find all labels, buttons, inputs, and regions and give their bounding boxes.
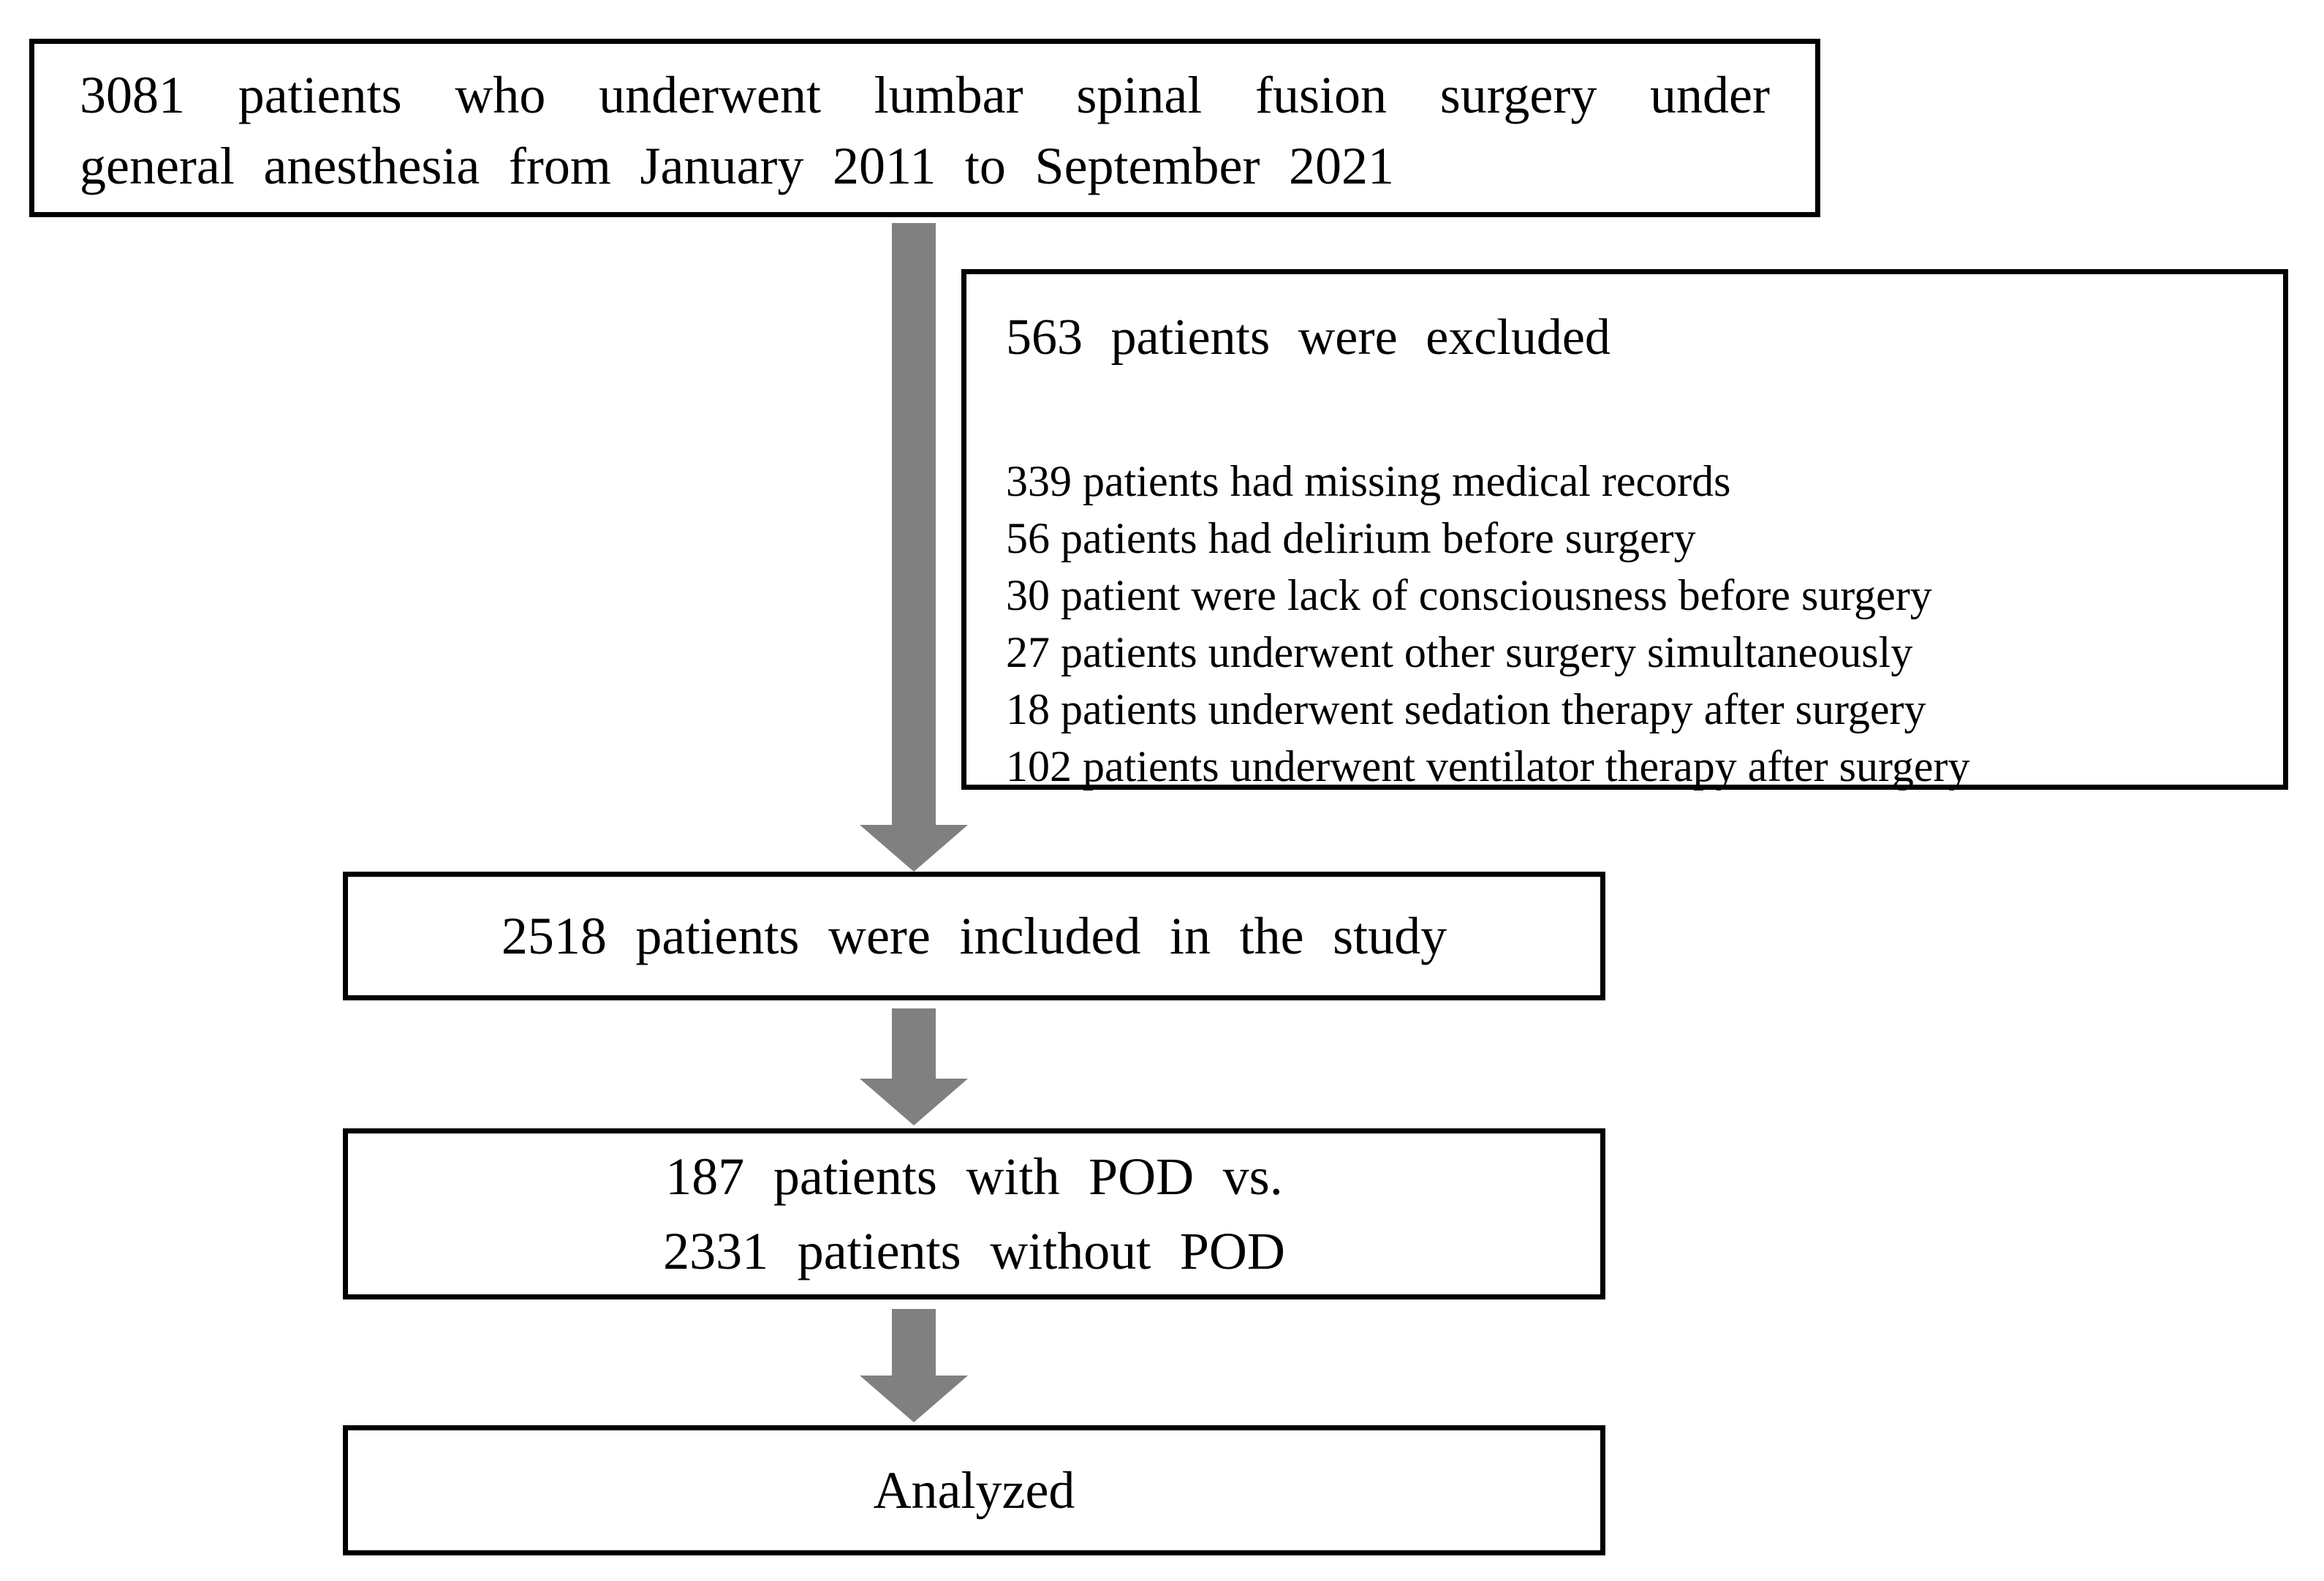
arrow-head-icon xyxy=(860,1376,968,1422)
enrollment-box: 3081 patients who underwent lumbar spina… xyxy=(29,39,1820,217)
exclusion-item: 30 patient were lack of consciousness be… xyxy=(1006,571,1932,619)
comparison-text-line1: 187 patients with POD vs. xyxy=(665,1147,1283,1206)
arrow-comparison-to-analyzed xyxy=(860,1309,968,1422)
exclusion-item: 27 patients underwent other surgery simu… xyxy=(1006,628,1913,676)
exclusion-item: 18 patients underwent sedation therapy a… xyxy=(1006,685,1926,733)
enrollment-text-line2: general anesthesia from January 2011 to … xyxy=(80,137,1395,195)
exclusion-item: 56 patients had delirium before surgery xyxy=(1006,514,1696,562)
enrollment-text-line1: 3081 patients who underwent lumbar spina… xyxy=(80,66,1770,124)
analyzed-box: Analyzed xyxy=(343,1425,1605,1555)
analyzed-text: Analyzed xyxy=(873,1460,1075,1520)
arrow-head-icon xyxy=(860,825,968,872)
included-text: 2518 patients were included in the study xyxy=(501,906,1447,965)
arrow-head-icon xyxy=(860,1079,968,1125)
exclusion-title: 563 patients were excluded xyxy=(1006,309,1610,366)
exclusion-list: 339 patients had missing medical records… xyxy=(1006,453,2254,795)
arrow-shaft xyxy=(892,223,936,825)
comparison-box: 187 patients with POD vs. 2331 patients … xyxy=(343,1128,1605,1299)
included-box: 2518 patients were included in the study xyxy=(343,872,1605,1000)
exclusion-box: 563 patients were excluded 339 patients … xyxy=(961,269,2288,791)
arrow-shaft xyxy=(892,1309,936,1376)
arrow-enrollment-to-included xyxy=(860,223,968,872)
comparison-text-line2: 2331 patients without POD xyxy=(663,1222,1285,1280)
exclusion-item: 339 patients had missing medical records xyxy=(1006,457,1731,505)
exclusion-item: 102 patients underwent ventilator therap… xyxy=(1006,742,1970,791)
arrow-included-to-comparison xyxy=(860,1008,968,1125)
arrow-shaft xyxy=(892,1008,936,1079)
